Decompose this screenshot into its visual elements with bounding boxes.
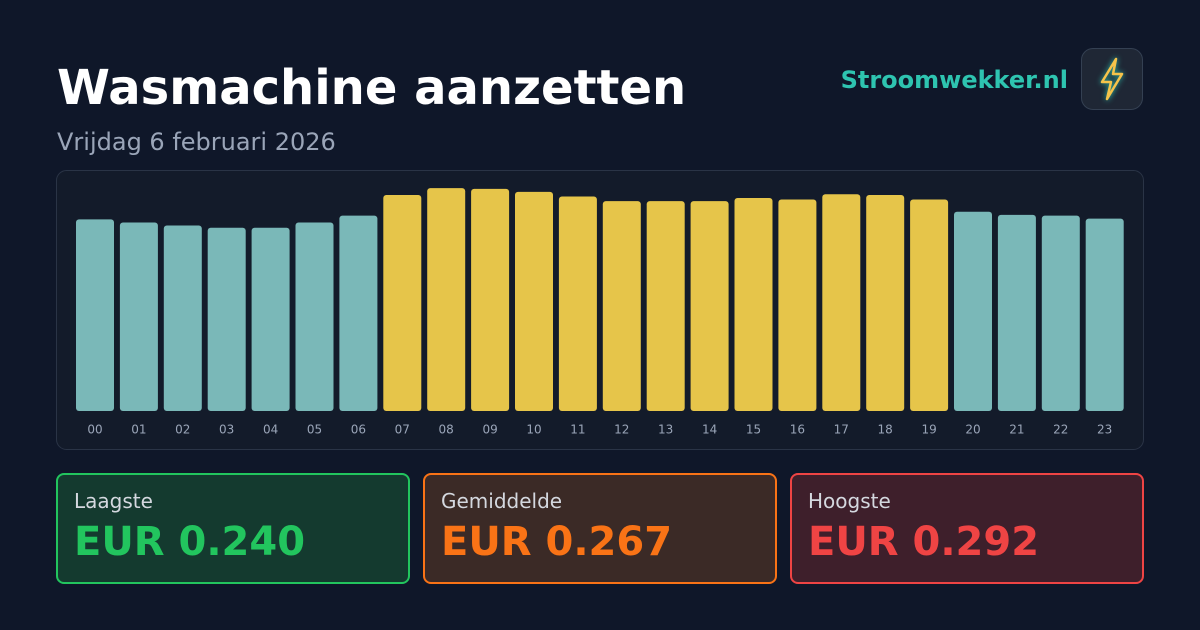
bar: [251, 227, 290, 411]
x-tick-label: 04: [263, 423, 278, 437]
bar: [690, 201, 729, 411]
bar: [558, 196, 597, 411]
stat-value: EUR 0.240: [74, 519, 306, 565]
stat-label: Hoogste: [808, 489, 891, 513]
bar: [295, 222, 334, 411]
x-tick-label: 12: [614, 423, 629, 437]
bar: [1085, 218, 1124, 411]
x-tick-label: 22: [1053, 423, 1068, 437]
x-tick-label: 00: [87, 423, 102, 437]
bar: [207, 227, 246, 411]
x-tick-label: 05: [307, 423, 322, 437]
brand-icon: [1081, 48, 1143, 110]
bar: [734, 198, 773, 411]
bar: [997, 214, 1036, 411]
x-tick-label: 23: [1097, 423, 1112, 437]
bar: [427, 188, 466, 411]
bolt-icon: [1100, 57, 1124, 101]
stat-card: Hoogste EUR 0.292: [790, 473, 1144, 584]
stat-label: Gemiddelde: [441, 489, 563, 513]
x-tick-label: 19: [921, 423, 936, 437]
stat-card: Gemiddelde EUR 0.267: [423, 473, 777, 584]
bar: [954, 211, 992, 411]
x-tick-label: 02: [175, 423, 190, 437]
x-tick-label: 09: [482, 423, 497, 437]
x-tick-label: 06: [351, 423, 366, 437]
stat-value: EUR 0.267: [441, 519, 673, 565]
bar: [76, 219, 114, 411]
subtitle: Vrijdag 6 februari 2026: [57, 128, 336, 156]
x-tick-label: 10: [526, 423, 541, 437]
x-tick-label: 11: [570, 423, 585, 437]
bar: [119, 222, 158, 411]
bar: [822, 194, 861, 411]
bar: [646, 201, 685, 411]
brand[interactable]: Stroomwekker.nl: [840, 66, 1068, 94]
stat-value: EUR 0.292: [808, 519, 1040, 565]
x-tick-label: 21: [1009, 423, 1024, 437]
bar: [602, 201, 641, 411]
bar: [778, 199, 817, 411]
bar: [910, 199, 949, 411]
bar: [339, 215, 378, 411]
x-tick-label: 07: [395, 423, 410, 437]
x-tick-label: 03: [219, 423, 234, 437]
bar: [866, 194, 905, 411]
x-tick-label: 16: [790, 423, 805, 437]
x-tick-label: 13: [658, 423, 673, 437]
stat-card: Laagste EUR 0.240: [56, 473, 410, 584]
bar: [163, 225, 202, 411]
title: Wasmachine aanzetten: [57, 60, 687, 116]
x-tick-label: 20: [965, 423, 980, 437]
x-tick-label: 15: [746, 423, 761, 437]
bar: [1041, 215, 1080, 411]
x-tick-label: 14: [702, 423, 717, 437]
x-tick-label: 08: [439, 423, 454, 437]
x-tick-label: 01: [131, 423, 146, 437]
bar: [471, 188, 510, 411]
bar: [515, 191, 553, 411]
x-tick-label: 17: [834, 423, 849, 437]
x-tick-label: 18: [878, 423, 893, 437]
bar: [383, 194, 422, 411]
stat-label: Laagste: [74, 489, 153, 513]
